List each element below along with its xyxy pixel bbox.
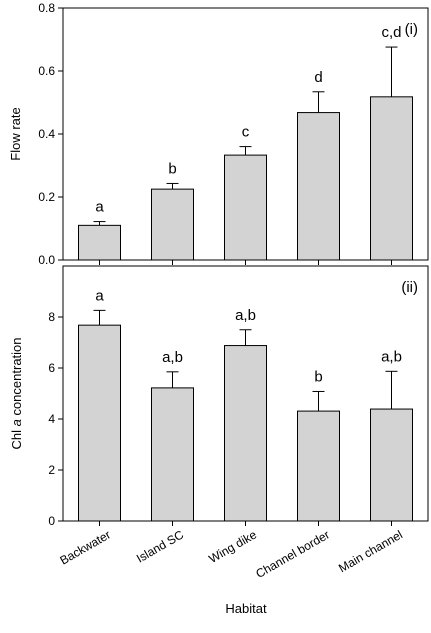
- significance-label: c,d: [381, 24, 401, 41]
- y-tick-label: 0.4: [38, 127, 55, 141]
- significance-label: a,b: [235, 307, 256, 324]
- bar: [151, 387, 194, 522]
- y-tick-label: 0.0: [38, 253, 55, 267]
- x-category-label: Wing dike: [206, 527, 259, 566]
- significance-label: c: [242, 124, 250, 141]
- y-tick-label: 6: [48, 361, 55, 375]
- x-category-label: Main channel: [336, 527, 405, 575]
- y-axis-title: Flow rate: [8, 107, 23, 160]
- y-tick-label: 0.8: [38, 1, 55, 15]
- x-category-label: Backwater: [57, 527, 113, 567]
- significance-label: a: [95, 199, 104, 216]
- bar: [370, 408, 413, 522]
- bar: [78, 224, 121, 261]
- bar: [297, 410, 340, 522]
- y-tick-label: 2: [48, 463, 55, 477]
- x-category-label: Channel border: [253, 527, 332, 580]
- y-tick-label: 4: [48, 412, 55, 426]
- bar: [224, 154, 267, 261]
- significance-label: a,b: [381, 348, 402, 365]
- y-tick-label: 8: [48, 310, 55, 324]
- significance-label: b: [314, 368, 322, 385]
- bar: [297, 112, 340, 261]
- y-tick-label: 0: [48, 514, 55, 528]
- bar: [224, 345, 267, 522]
- shared-x-axis: Habitat: [225, 601, 267, 616]
- x-category-label: Island SC: [134, 527, 186, 565]
- significance-label: a,b: [162, 349, 183, 366]
- panel-label: (i): [405, 21, 418, 38]
- significance-label: a: [95, 287, 104, 304]
- bar: [78, 324, 121, 522]
- bar: [370, 96, 413, 261]
- panel-flow-rate: 0.0 0.2 0.4 0.6 0.8 Flow rate (i) a b c d c,d: [8, 1, 429, 267]
- panel-label: (ii): [401, 279, 418, 296]
- bar: [151, 188, 194, 261]
- significance-label: b: [168, 160, 176, 177]
- significance-label: d: [314, 69, 322, 86]
- y-tick-label: 0.2: [38, 190, 55, 204]
- x-axis-title: Habitat: [225, 601, 267, 616]
- y-tick-label: 0.6: [38, 64, 55, 78]
- panel-chl-a: 0 2 4 6 8 Chl a concentration (ii) a Backwater a,…: [9, 265, 429, 581]
- y-axis-title: Chl a concentration: [9, 337, 24, 449]
